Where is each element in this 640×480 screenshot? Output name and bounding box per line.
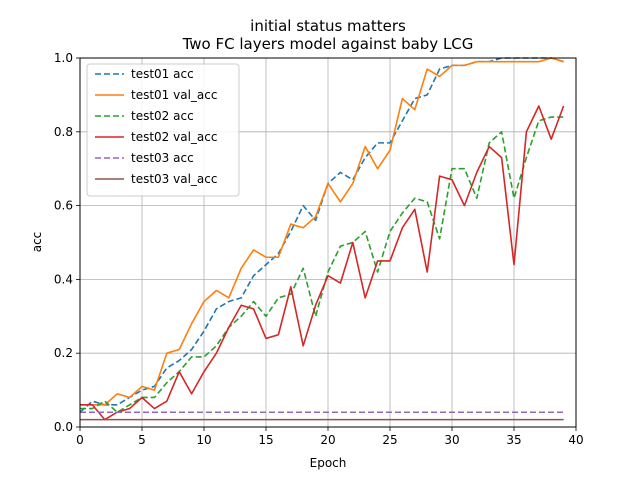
x-tick-label: 5 (138, 433, 146, 447)
x-tick-label: 30 (444, 433, 459, 447)
chart-subtitle: Two FC layers model against baby LCG (182, 35, 474, 53)
series-line-test02-acc (80, 116, 564, 414)
y-tick-label: 0.4 (54, 272, 73, 286)
y-tick-label: 0.8 (54, 125, 73, 139)
x-tick-label: 20 (320, 433, 335, 447)
legend: test01 acc test01 val_acc test02 acc test02… (86, 63, 240, 197)
legend-label: test03 acc (131, 151, 194, 165)
x-tick-label: 0 (76, 433, 84, 447)
x-axis: 0 5 10 15 20 25 30 35 40 (76, 427, 584, 447)
legend-label: test02 val_acc (131, 130, 217, 144)
x-tick-label: 25 (382, 433, 397, 447)
y-tick-label: 1.0 (54, 51, 73, 65)
y-axis-label: acc (30, 232, 44, 253)
legend-label: test02 acc (131, 109, 194, 123)
legend-label: test01 acc (131, 67, 194, 81)
series-layer (79, 57, 565, 421)
legend-box (86, 63, 240, 197)
x-tick-label: 10 (196, 433, 211, 447)
x-tick-label: 40 (568, 433, 583, 447)
legend-label: test01 val_acc (131, 88, 217, 102)
x-tick-label: 35 (506, 433, 521, 447)
y-tick-label: 0.0 (54, 420, 73, 434)
series-line-test02-val-acc (80, 105, 565, 421)
y-tick-label: 0.2 (54, 346, 73, 360)
legend-label: test03 val_acc (131, 172, 217, 186)
y-axis: 0.0 0.2 0.4 0.6 0.8 1.0 (54, 51, 80, 434)
series-line-test01-val-acc (80, 57, 564, 406)
x-tick-label: 15 (258, 433, 273, 447)
x-axis-label: Epoch (310, 456, 347, 470)
y-tick-label: 0.6 (54, 199, 73, 213)
chart-title: initial status matters (250, 17, 406, 35)
